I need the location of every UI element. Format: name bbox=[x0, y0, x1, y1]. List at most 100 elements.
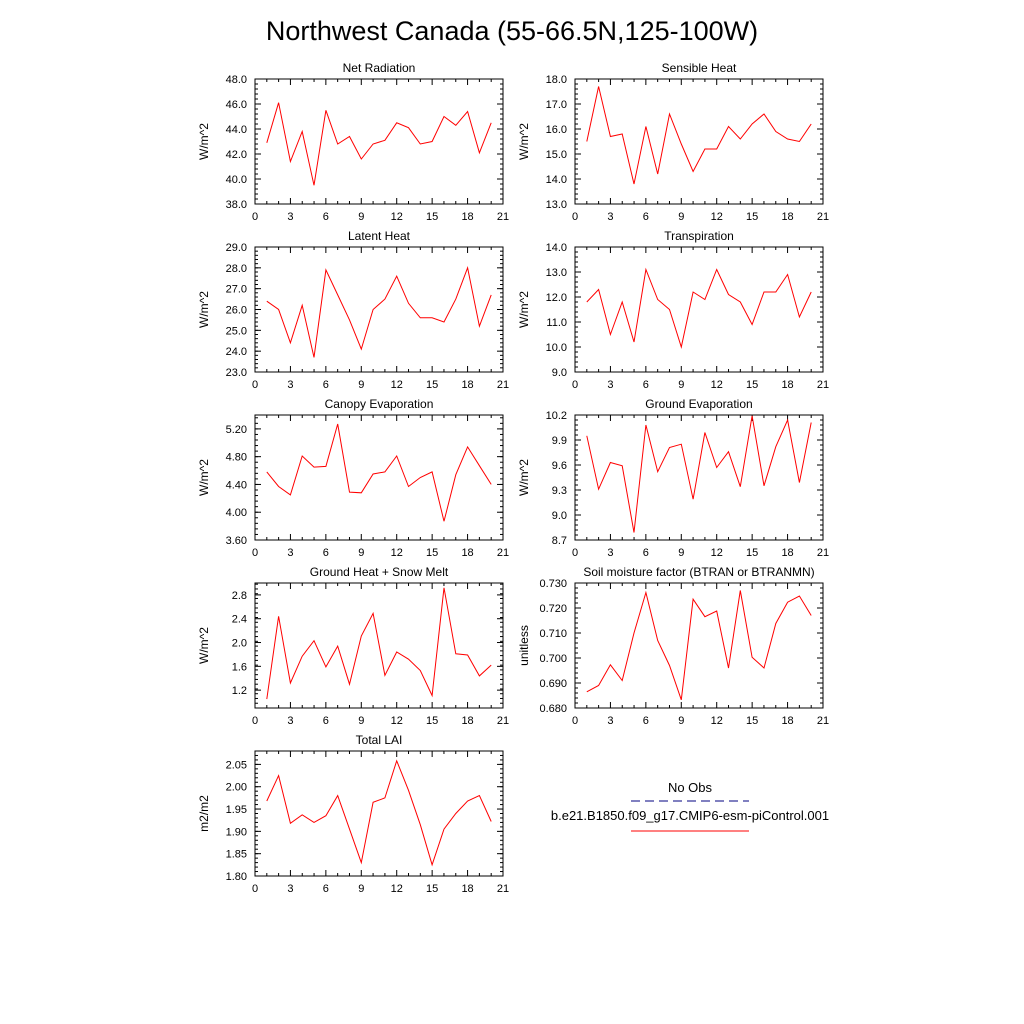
y-tick-label: 24.0 bbox=[226, 346, 247, 358]
x-tick-label: 15 bbox=[746, 715, 758, 727]
plot-frame bbox=[254, 414, 504, 541]
panel-5: Canopy Evaporation W/m^2 0 3 6 9 12 15 18 21 3.60 4… bbox=[197, 397, 509, 559]
x-tick-label: 3 bbox=[287, 379, 293, 391]
legend-obs-label: No Obs bbox=[668, 780, 713, 795]
y-axis-label: W/m^2 bbox=[197, 459, 211, 496]
plot-frame bbox=[574, 582, 824, 709]
x-tick-label: 12 bbox=[391, 379, 403, 391]
y-tick-label: 5.20 bbox=[226, 424, 247, 436]
y-tick-label: 9.9 bbox=[552, 435, 567, 447]
x-tick-label: 3 bbox=[607, 379, 613, 391]
y-axis-label: unitless bbox=[517, 625, 531, 666]
series-line bbox=[266, 759, 492, 867]
x-tick-label: 6 bbox=[323, 883, 329, 895]
panel-6: Ground Evaporation W/m^2 0 3 6 9 12 15 18 21 8.7 9.… bbox=[517, 397, 829, 559]
x-tick-label: 12 bbox=[391, 883, 403, 895]
panel-title: Ground Evaporation bbox=[645, 397, 752, 411]
x-tick-label: 15 bbox=[426, 883, 438, 895]
y-tick-label: 0.710 bbox=[539, 628, 567, 640]
x-tick-label: 0 bbox=[572, 379, 578, 391]
plot-frame bbox=[574, 246, 824, 373]
x-tick-label: 3 bbox=[287, 211, 293, 223]
x-tick-label: 15 bbox=[746, 211, 758, 223]
y-axis-label: W/m^2 bbox=[197, 627, 211, 664]
y-tick-label: 0.730 bbox=[539, 578, 567, 590]
y-tick-label: 9.3 bbox=[552, 485, 567, 497]
y-tick-label: 2.0 bbox=[232, 638, 247, 650]
main-title: Northwest Canada (55-66.5N,125-100W) bbox=[266, 16, 758, 46]
y-axis-label: W/m^2 bbox=[517, 291, 531, 328]
y-axis-label: m2/m2 bbox=[197, 795, 211, 832]
y-axis-label: W/m^2 bbox=[197, 291, 211, 328]
series-line bbox=[266, 423, 492, 522]
x-tick-label: 15 bbox=[426, 547, 438, 559]
x-tick-label: 9 bbox=[358, 211, 364, 223]
y-tick-label: 2.05 bbox=[226, 759, 247, 771]
y-tick-label: 0.680 bbox=[539, 703, 567, 715]
y-axis-label: W/m^2 bbox=[517, 123, 531, 160]
x-tick-label: 12 bbox=[711, 379, 723, 391]
x-tick-label: 0 bbox=[252, 715, 258, 727]
plot-frame bbox=[574, 414, 824, 541]
y-tick-label: 11.0 bbox=[546, 317, 567, 329]
panels: Net Radiation W/m^2 0 3 6 9 12 15 18 21 38.0 40.0 42… bbox=[197, 61, 829, 895]
x-tick-label: 3 bbox=[607, 547, 613, 559]
x-tick-label: 12 bbox=[711, 715, 723, 727]
y-tick-label: 48.0 bbox=[226, 74, 247, 86]
plot-frame bbox=[254, 750, 504, 877]
y-tick-label: 40.0 bbox=[226, 174, 247, 186]
x-tick-label: 3 bbox=[287, 715, 293, 727]
y-tick-label: 29.0 bbox=[226, 242, 247, 254]
series-line bbox=[266, 265, 492, 358]
y-tick-label: 14.0 bbox=[546, 242, 567, 254]
y-tick-label: 1.95 bbox=[226, 804, 247, 816]
x-tick-label: 21 bbox=[817, 715, 829, 727]
x-tick-label: 6 bbox=[643, 715, 649, 727]
series-line bbox=[586, 415, 812, 533]
series-line bbox=[586, 267, 812, 349]
y-tick-label: 1.6 bbox=[232, 661, 247, 673]
y-tick-label: 1.85 bbox=[226, 849, 247, 861]
y-tick-label: 26.0 bbox=[226, 305, 247, 317]
y-tick-label: 0.690 bbox=[539, 678, 567, 690]
y-tick-label: 13.0 bbox=[546, 199, 567, 211]
x-tick-label: 21 bbox=[817, 547, 829, 559]
panel-1: Net Radiation W/m^2 0 3 6 9 12 15 18 21 38.0 40.0 42… bbox=[197, 61, 509, 223]
x-tick-label: 3 bbox=[287, 547, 293, 559]
x-tick-label: 6 bbox=[323, 379, 329, 391]
x-tick-label: 12 bbox=[391, 211, 403, 223]
y-tick-label: 1.90 bbox=[226, 826, 247, 838]
x-tick-label: 21 bbox=[497, 715, 509, 727]
x-tick-label: 18 bbox=[461, 211, 473, 223]
x-tick-label: 18 bbox=[461, 715, 473, 727]
x-tick-label: 15 bbox=[426, 715, 438, 727]
x-tick-label: 0 bbox=[252, 547, 258, 559]
plot-frame bbox=[254, 582, 504, 709]
x-tick-label: 9 bbox=[358, 883, 364, 895]
series-line bbox=[586, 86, 812, 185]
y-tick-label: 0.700 bbox=[539, 653, 567, 665]
x-tick-label: 6 bbox=[643, 379, 649, 391]
x-tick-label: 18 bbox=[781, 379, 793, 391]
panel-3: Latent Heat W/m^2 0 3 6 9 12 15 18 21 23.0 24.0 25.0… bbox=[197, 229, 509, 391]
panel-2: Sensible Heat W/m^2 0 3 6 9 12 15 18 21 13.0 14.0 15… bbox=[517, 61, 829, 223]
x-tick-label: 0 bbox=[572, 547, 578, 559]
y-tick-label: 4.00 bbox=[226, 507, 247, 519]
x-tick-label: 21 bbox=[497, 883, 509, 895]
plot-frame bbox=[254, 78, 504, 205]
x-tick-label: 9 bbox=[678, 547, 684, 559]
x-tick-label: 9 bbox=[358, 547, 364, 559]
panel-title: Net Radiation bbox=[343, 61, 416, 75]
x-tick-label: 3 bbox=[607, 715, 613, 727]
y-tick-label: 3.60 bbox=[226, 535, 247, 547]
legend-model-label: b.e21.B1850.f09_g17.CMIP6-esm-piControl.… bbox=[551, 808, 829, 823]
legend: No Obs b.e21.B1850.f09_g17.CMIP6-esm-piC… bbox=[551, 780, 829, 832]
y-tick-label: 38.0 bbox=[226, 199, 247, 211]
x-tick-label: 0 bbox=[252, 379, 258, 391]
y-tick-label: 27.0 bbox=[226, 284, 247, 296]
y-tick-label: 10.0 bbox=[546, 342, 567, 354]
x-tick-label: 21 bbox=[497, 547, 509, 559]
x-tick-label: 15 bbox=[426, 211, 438, 223]
y-tick-label: 9.0 bbox=[552, 510, 567, 522]
